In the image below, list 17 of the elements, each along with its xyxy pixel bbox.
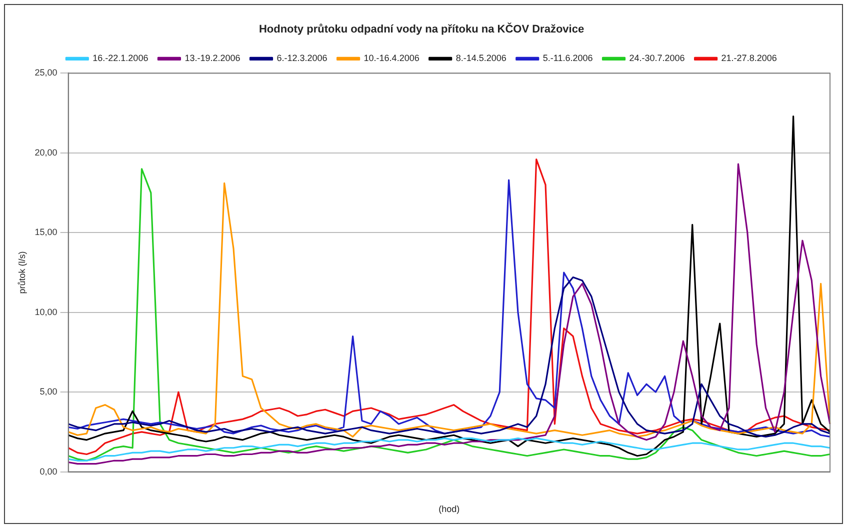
y-tick-label: 15,00 [34, 227, 58, 238]
y-tick-label: 10,00 [34, 306, 58, 317]
y-tick-label: 25,00 [34, 68, 58, 78]
legend-label: 13.-19.2.2006 [184, 53, 240, 64]
y-axis-title: průtok (l/s) [16, 251, 27, 294]
x-axis-title: (hod) [438, 504, 460, 514]
legend-label: 6.-12.3.2006 [276, 53, 328, 64]
legend-label: 16.-22.1.2006 [92, 53, 148, 64]
y-tick-label: 5,00 [40, 386, 58, 397]
legend-label: 24.-30.7.2006 [629, 53, 685, 64]
y-tick-label: 20,00 [34, 147, 58, 158]
legend-label: 10.-16.4.2006 [364, 53, 420, 64]
legend-label: 5.-11.6.2006 [542, 53, 593, 64]
y-tick-label: 0,00 [40, 466, 58, 476]
legend-label: 21.-27.8.2006 [721, 53, 777, 64]
legend-label: 8.-14.5.2006 [456, 53, 506, 64]
chart-title: Hodnoty průtoku odpadní vody na přítoku na KČOV Dražovice [258, 22, 584, 36]
